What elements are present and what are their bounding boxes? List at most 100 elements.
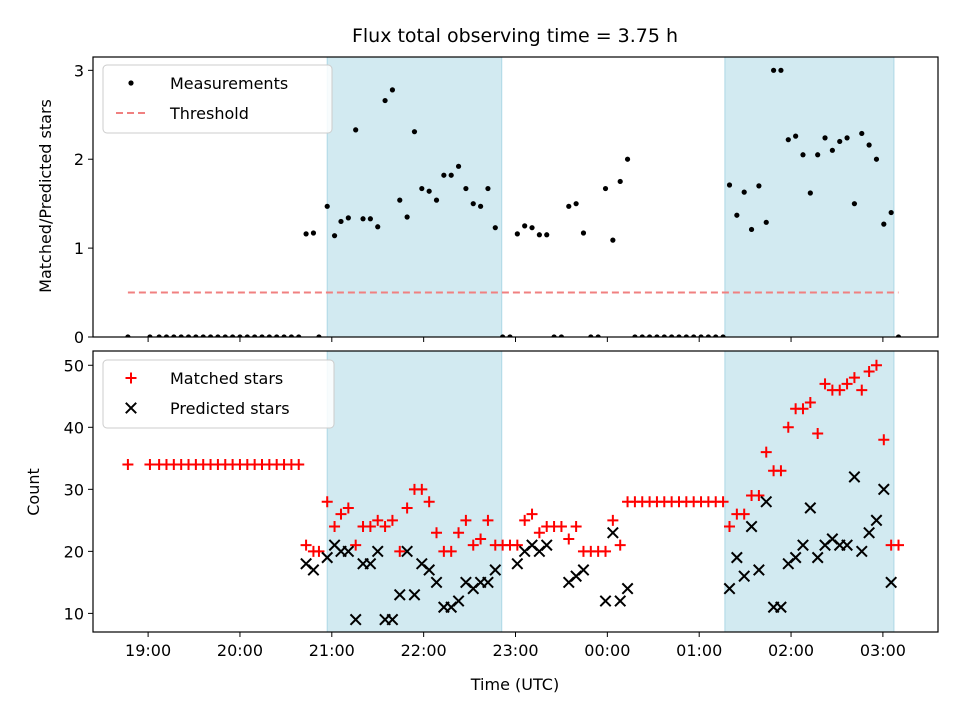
measurement-point xyxy=(455,163,462,169)
matched-star-point xyxy=(878,434,890,446)
matched-star-point xyxy=(386,514,398,526)
measurement-point xyxy=(433,197,440,203)
matched-star-point xyxy=(775,465,787,477)
measurement-point xyxy=(331,233,338,239)
measurement-point xyxy=(200,334,206,337)
y-tick-label: 3 xyxy=(74,61,84,80)
measurement-point xyxy=(676,334,682,337)
y-tick-label: 20 xyxy=(64,542,84,561)
matched-star-point xyxy=(453,527,465,539)
predicted-star-point xyxy=(723,582,736,595)
predicted-star-point xyxy=(452,595,465,607)
matched-star-point xyxy=(293,459,305,471)
matched-star-point xyxy=(834,384,846,396)
predicted-star-point xyxy=(386,613,399,626)
measurement-point xyxy=(573,201,579,207)
x-axis-label: Time (UTC) xyxy=(470,675,559,694)
predicted-star-point xyxy=(489,564,502,576)
predicted-star-point xyxy=(321,551,334,564)
measurement-point xyxy=(588,334,594,337)
x-tick-label: 00:00 xyxy=(584,641,630,660)
measurement-point xyxy=(595,334,601,337)
measurement-point xyxy=(683,334,689,337)
y-tick-label: 0 xyxy=(74,328,84,347)
measurement-point xyxy=(274,334,280,337)
matched-star-point xyxy=(423,496,435,508)
matched-star-point xyxy=(819,378,831,390)
measurement-point xyxy=(288,334,294,337)
measurement-point xyxy=(507,334,513,337)
legend-marker xyxy=(128,80,134,86)
measurement-point xyxy=(147,334,153,337)
predicted-star-point xyxy=(797,539,809,552)
measurement-point xyxy=(881,221,887,227)
matched-star-point xyxy=(511,539,523,551)
y-tick-label: 30 xyxy=(64,480,84,499)
measurement-point xyxy=(632,334,638,337)
measurement-point xyxy=(252,334,258,337)
measurement-point xyxy=(441,172,447,178)
bottom-y-axis-label: Count xyxy=(24,468,43,516)
measurement-point xyxy=(207,334,214,337)
measurement-point xyxy=(785,137,791,143)
measurement-point xyxy=(345,215,351,221)
y-tick-label: 40 xyxy=(64,418,84,437)
matched-star-point xyxy=(144,459,156,471)
matched-star-point xyxy=(467,539,479,551)
measurement-point xyxy=(726,182,733,188)
measurement-point xyxy=(193,334,199,337)
matched-star-point xyxy=(321,496,333,508)
x-tick-label: 01:00 xyxy=(676,641,722,660)
measurement-point xyxy=(463,185,469,192)
measurement-point xyxy=(237,334,243,337)
measurement-point xyxy=(837,138,843,145)
measurement-point xyxy=(602,185,609,192)
shaded-interval xyxy=(724,350,895,633)
predicted-star-point xyxy=(855,545,868,558)
predicted-star-point xyxy=(349,613,362,626)
matched-star-point xyxy=(526,508,538,520)
measurement-point xyxy=(793,133,799,139)
bottom-panel: 10 20 30 40 50 19:00 20:00 21:00 22:00 23:00 00:00… xyxy=(64,350,939,660)
measurement-point xyxy=(485,185,491,192)
legend-label: Measurements xyxy=(170,74,288,93)
matched-star-point xyxy=(804,396,816,408)
measurement-point xyxy=(851,201,858,207)
measurement-point xyxy=(822,135,828,141)
matched-star-point xyxy=(313,545,325,557)
measurement-point xyxy=(426,188,432,194)
predicted-star-point xyxy=(621,582,634,595)
measurement-point xyxy=(522,223,528,229)
measurement-point xyxy=(382,97,388,104)
matched-star-point xyxy=(122,459,134,471)
measurement-point xyxy=(691,334,697,337)
matched-star-point xyxy=(394,545,406,557)
measurement-point xyxy=(646,334,653,337)
predicted-star-point xyxy=(606,526,619,539)
matched-star-point xyxy=(300,539,312,551)
measurement-point xyxy=(639,334,645,337)
measurement-point xyxy=(185,334,192,337)
predicted-star-point xyxy=(364,557,377,570)
predicted-star-point xyxy=(760,495,773,508)
measurement-point xyxy=(163,334,170,337)
x-tick-label: 21:00 xyxy=(309,641,355,660)
measurement-point xyxy=(566,203,572,209)
predicted-star-point xyxy=(511,557,524,570)
matched-star-point xyxy=(379,521,391,533)
measurement-point xyxy=(748,226,755,233)
measurement-point xyxy=(500,334,506,337)
measurement-point xyxy=(470,201,476,207)
predicted-star-point xyxy=(540,539,553,552)
measurement-point xyxy=(230,334,236,337)
measurement-point xyxy=(397,197,403,203)
y-tick-label: 50 xyxy=(64,356,84,375)
measurement-point xyxy=(222,334,228,337)
predicted-star-point xyxy=(885,576,898,589)
top-panel: 0 1 2 3 Measurements Threshold xyxy=(74,56,939,347)
legend-label: Threshold xyxy=(169,104,249,123)
measurement-point xyxy=(156,334,162,337)
top-plot-area xyxy=(125,67,902,337)
measurement-point xyxy=(807,190,813,196)
measurement-point xyxy=(303,231,309,237)
